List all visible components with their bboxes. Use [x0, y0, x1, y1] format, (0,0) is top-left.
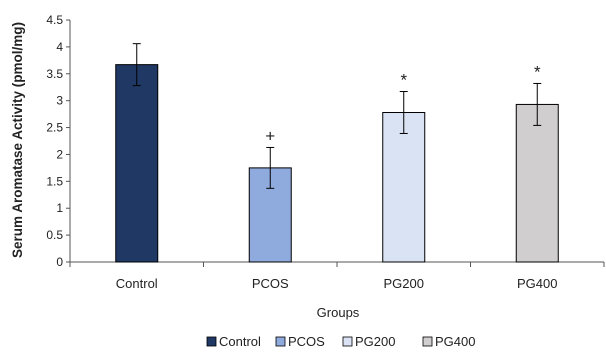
y-tick-label: 2 [56, 147, 63, 161]
y-axis-ticks: 0 0.5 1 1.5 2 2.5 3 3.5 4 4.5 [46, 13, 70, 269]
x-axis-ticks: Control PCOS PG200 PG400 [116, 276, 558, 291]
y-tick-label: 1 [56, 201, 63, 215]
legend-label: PG200 [355, 334, 395, 349]
y-tick-label: 0.5 [46, 228, 63, 242]
x-tick-label: PCOS [252, 276, 289, 291]
bar-pg200 [382, 111, 426, 263]
legend-label: Control [219, 334, 261, 349]
y-tick-label: 3 [56, 94, 63, 108]
significance-marker: * [400, 71, 407, 90]
y-tick-label: 3.5 [46, 67, 63, 81]
legend-swatch [342, 336, 353, 347]
legend-swatch [275, 336, 286, 347]
significance-marker: + [265, 126, 275, 145]
significance-marker: * [534, 62, 541, 81]
bar-pg400 [515, 103, 559, 263]
y-tick-label: 1.5 [46, 174, 63, 188]
x-tick-label: PG200 [384, 276, 424, 291]
y-axis-title: Serum Aromatase Activity (pmol/mg) [10, 22, 25, 258]
legend: Control PCOS PG200 PG400 [206, 334, 475, 349]
x-tick-label: PG400 [517, 276, 557, 291]
error-bars [132, 43, 542, 189]
bar-control [115, 64, 159, 263]
annotations: + * * [265, 62, 541, 145]
legend-swatch [422, 336, 433, 347]
legend-label: PCOS [288, 334, 325, 349]
bars [115, 64, 559, 263]
y-tick-label: 0 [56, 255, 63, 269]
legend-label: PG400 [435, 334, 475, 349]
x-tick-label: Control [116, 276, 158, 291]
y-tick-label: 2.5 [46, 121, 63, 135]
y-tick-label: 4 [56, 40, 63, 54]
legend-swatch [206, 336, 217, 347]
x-axis-title: Groups [317, 305, 360, 320]
y-tick-label: 4.5 [46, 13, 63, 27]
axes [69, 20, 605, 267]
